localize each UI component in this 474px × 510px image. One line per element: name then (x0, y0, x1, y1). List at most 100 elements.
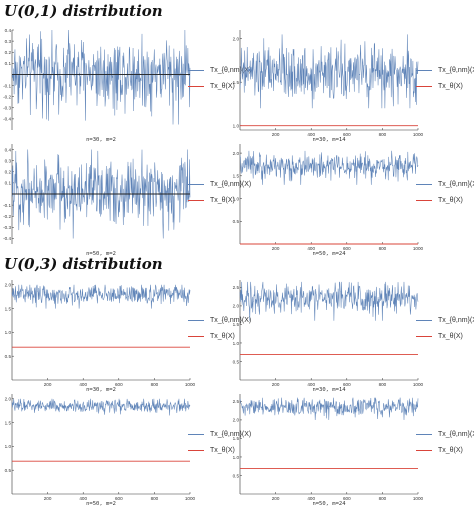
y-tick-label: 2.5 (233, 399, 240, 404)
legend-item-theta: Tx_θ(X) (188, 192, 251, 208)
legend-item-theta: Tx_θ(X) (416, 78, 474, 94)
chart-panel: 2.0 1.5 1.0 0.5 200 400 600 800 1000 n=30, m=2 Tx_… (4, 278, 251, 393)
chart-legend: Tx_{θ,nm}(X) Tx_θ(X) (188, 176, 251, 208)
y-tick-label: 1.5 (233, 80, 240, 85)
legend-label: Tx_θ(X) (210, 82, 235, 90)
chart-caption: n=50, m=2 (86, 501, 116, 507)
chart-legend: Tx_{θ,nm}(X) Tx_θ(X) (416, 312, 474, 344)
x-tick-label: 600 (115, 382, 123, 387)
legend-swatch (416, 69, 432, 71)
x-tick-label: 200 (272, 246, 280, 251)
y-tick-label: 1.5 (233, 322, 240, 327)
y-tick-label: 1.0 (5, 444, 12, 449)
y-tick-label: 1.5 (233, 436, 240, 441)
legend-label: Tx_θ(X) (210, 332, 235, 340)
chart-caption: n=50, m=24 (312, 251, 346, 257)
y-tick-label: 1.5 (5, 306, 12, 311)
y-tick-label: -0.1 (3, 83, 11, 88)
legend-label: Tx_θ(X) (210, 196, 235, 204)
x-tick-label: 600 (343, 496, 351, 501)
legend-item-nm: Tx_{θ,nm}(X) (416, 426, 474, 442)
chart-caption: n=30, m=2 (86, 137, 116, 143)
y-tick-label: 0.4 (5, 147, 12, 152)
y-tick-label: 0.5 (5, 354, 12, 359)
section-title-u01: U(0,1) distribution (4, 2, 163, 20)
y-tick-label: -0.2 (3, 94, 11, 99)
chart-legend: Tx_{θ,nm}(X) Tx_θ(X) (188, 62, 251, 94)
series-line-nm (239, 150, 419, 185)
chart-panel: 0.4 0.3 0.2 0.1 -0.1 -0.2 -0.3 -0.4 n=30, m=2 Tx_… (3, 28, 251, 143)
legend-item-nm: Tx_{θ,nm}(X) (188, 426, 251, 442)
y-tick-label: 2.0 (233, 418, 240, 423)
legend-label: Tx_{θ,nm}(X) (438, 66, 474, 74)
y-tick-label: 0.2 (5, 50, 12, 55)
series-line-nm (11, 398, 191, 416)
x-tick-label: 1000 (413, 382, 424, 387)
y-tick-label: 2.0 (5, 283, 12, 288)
legend-swatch (416, 335, 432, 337)
chart-panel: 2.0 1.5 1.0 200 400 600 800 1000 n=30, m=14 Tx_{θ… (232, 28, 474, 143)
y-tick-label: 1.0 (233, 123, 240, 128)
legend-item-theta: Tx_θ(X) (188, 78, 251, 94)
y-tick-label: -0.4 (3, 117, 11, 122)
legend-item-nm: Tx_{θ,nm}(X) (416, 176, 474, 192)
legend-item-nm: Tx_{θ,nm}(X) (188, 312, 251, 328)
legend-swatch (188, 183, 204, 185)
chart-svg: 2.5 2.0 1.5 1.0 0.5 200 400 600 800 1000 (233, 394, 424, 501)
legend-item-theta: Tx_θ(X) (416, 328, 474, 344)
y-tick-label: 2.0 (233, 304, 240, 309)
chart-svg: 2.5 2.0 1.5 1.0 0.5 200 400 600 800 1000 (233, 280, 424, 387)
x-tick-label: 200 (272, 382, 280, 387)
legend-label: Tx_{θ,nm}(X) (210, 316, 252, 324)
legend-swatch (416, 449, 432, 451)
chart-panel: 2.0 1.5 1.0 0.5 200 400 600 800 1000 n=50, m=24 Tx… (232, 142, 474, 257)
legend-item-nm: Tx_{θ,nm}(X) (416, 312, 474, 328)
chart-panel: 2.5 2.0 1.5 1.0 0.5 200 400 600 800 1000 n=30, m=1… (232, 278, 474, 393)
legend-label: Tx_{θ,nm}(X) (438, 316, 474, 324)
chart-svg: 0.4 0.3 0.2 0.1 -0.1 -0.2 -0.3 -0.4 (3, 144, 191, 244)
x-tick-label: 1000 (185, 382, 196, 387)
x-tick-label: 400 (79, 496, 87, 501)
x-tick-label: 200 (272, 132, 280, 137)
y-tick-label: 0.5 (5, 468, 12, 473)
series-line-nm (11, 284, 191, 309)
y-tick-label: 2.0 (233, 151, 240, 156)
x-tick-label: 800 (151, 382, 159, 387)
chart-svg: 0.4 0.3 0.2 0.1 -0.1 -0.2 -0.3 -0.4 (3, 28, 191, 130)
y-tick-label: -0.2 (3, 214, 11, 219)
x-tick-label: 600 (343, 132, 351, 137)
chart-svg: 2.0 1.5 1.0 0.5 200 400 600 800 1000 (5, 280, 196, 387)
chart-legend: Tx_{θ,nm}(X) Tx_θ(X) (416, 426, 474, 458)
series-line-nm (239, 397, 419, 420)
legend-label: Tx_θ(X) (438, 332, 463, 340)
legend-item-theta: Tx_θ(X) (416, 442, 474, 458)
y-tick-label: 0.4 (5, 28, 12, 33)
x-tick-label: 200 (272, 496, 280, 501)
chart-caption: n=30, m=2 (86, 387, 116, 393)
legend-item-theta: Tx_θ(X) (416, 192, 474, 208)
legend-swatch (416, 85, 432, 87)
legend-label: Tx_{θ,nm}(X) (210, 430, 252, 438)
y-tick-label: 1.5 (233, 174, 240, 179)
x-tick-label: 1000 (185, 496, 196, 501)
y-tick-label: 0.3 (5, 158, 12, 163)
legend-label: Tx_{θ,nm}(X) (438, 180, 474, 188)
legend-swatch (188, 449, 204, 451)
legend-swatch (188, 85, 204, 87)
x-tick-label: 800 (379, 246, 387, 251)
series-line-nm (239, 281, 419, 321)
x-tick-label: 200 (44, 496, 52, 501)
y-tick-label: 0.5 (233, 359, 240, 364)
series-line-nm (11, 29, 191, 125)
y-tick-label: 0.2 (5, 170, 12, 175)
y-tick-label: 1.0 (233, 196, 240, 201)
x-tick-label: 800 (379, 382, 387, 387)
legend-swatch (416, 433, 432, 435)
y-tick-label: 0.5 (233, 219, 240, 224)
legend-item-nm: Tx_{θ,nm}(X) (188, 62, 251, 78)
x-tick-label: 600 (343, 382, 351, 387)
legend-swatch (188, 319, 204, 321)
x-tick-label: 400 (307, 382, 315, 387)
legend-item-nm: Tx_{θ,nm}(X) (188, 176, 251, 192)
legend-swatch (188, 199, 204, 201)
